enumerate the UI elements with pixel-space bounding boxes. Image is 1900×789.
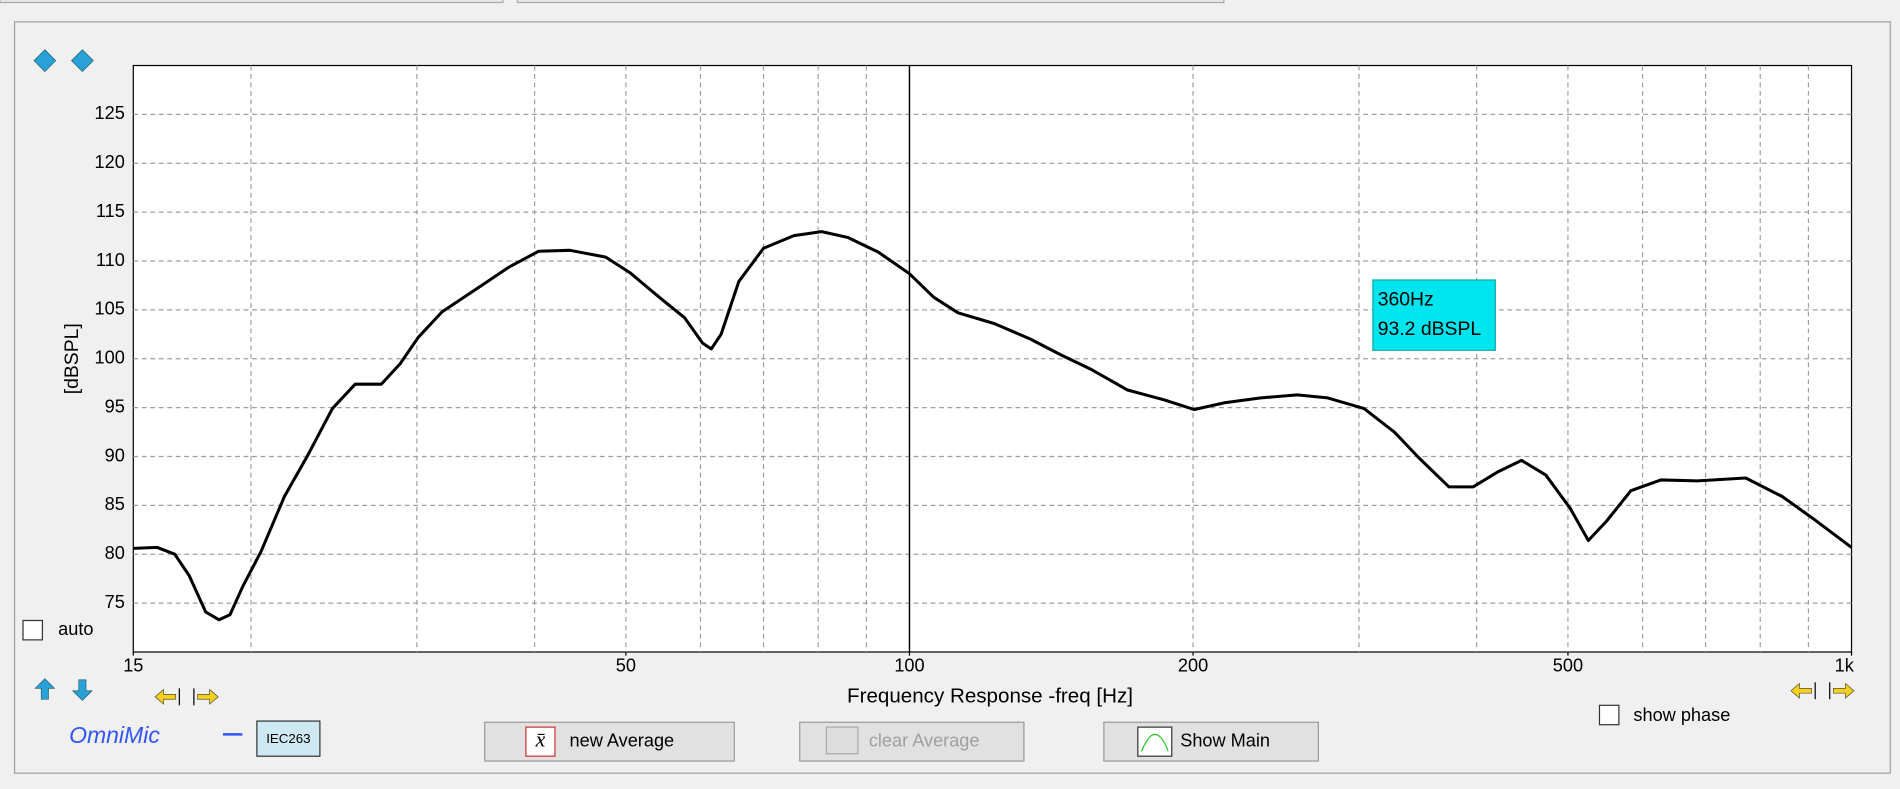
tab[interactable]	[516, 0, 1225, 4]
y-tick-label: 80	[105, 543, 125, 563]
new-average-button[interactable]: x̄ new Average	[484, 721, 735, 762]
y-tick-label: 90	[105, 445, 125, 465]
zoom-icons[interactable]	[33, 49, 1855, 706]
readout-text: 360Hz	[1378, 289, 1434, 311]
y-tick-label: 110	[96, 250, 125, 270]
mic-label: IEC263	[266, 731, 310, 746]
y-tick-label: 75	[105, 592, 125, 612]
y-tick-label: 95	[105, 396, 125, 416]
button-label: Show Main	[1180, 730, 1270, 750]
y-tick-label: 125	[95, 103, 125, 123]
brand: OmniMic	[69, 722, 160, 748]
response-curve	[133, 230, 1853, 622]
x-tick-label: 500	[1553, 655, 1583, 675]
y-tick-label: 105	[95, 299, 125, 319]
show-phase-label: show phase	[1633, 705, 1730, 725]
y-tick-label: 85	[105, 494, 125, 514]
y-tick-label: 115	[96, 201, 125, 221]
y-tick-label: 100	[95, 348, 125, 368]
button-label: clear Average	[869, 730, 980, 750]
y-axis-label: [dBSPL]	[61, 323, 83, 394]
x-tick-label: 1k	[1835, 655, 1855, 675]
tab[interactable]	[0, 0, 504, 4]
svg-text:x̄: x̄	[535, 728, 546, 752]
x-tick-label: 100	[894, 655, 924, 675]
readout-text: 93.2 dBSPL	[1378, 318, 1482, 340]
clear-average-button[interactable]: clear Average	[799, 721, 1025, 762]
show-phase-checkbox[interactable]	[1598, 704, 1620, 726]
auto-label: auto	[58, 619, 93, 639]
x-tick-label: 200	[1178, 655, 1208, 675]
auto-checkbox[interactable]	[22, 619, 44, 641]
y-tick-label: 120	[95, 152, 125, 172]
button-label: new Average	[570, 730, 675, 750]
mic-box[interactable]	[256, 720, 321, 757]
x-tick-label: 50	[616, 655, 636, 675]
readout-box	[1372, 279, 1496, 351]
show-main-button[interactable]: Show Main	[1103, 721, 1319, 762]
x-tick-label: 15	[123, 655, 143, 675]
x-axis-label: Frequency Response -freq [Hz]	[847, 684, 1133, 707]
